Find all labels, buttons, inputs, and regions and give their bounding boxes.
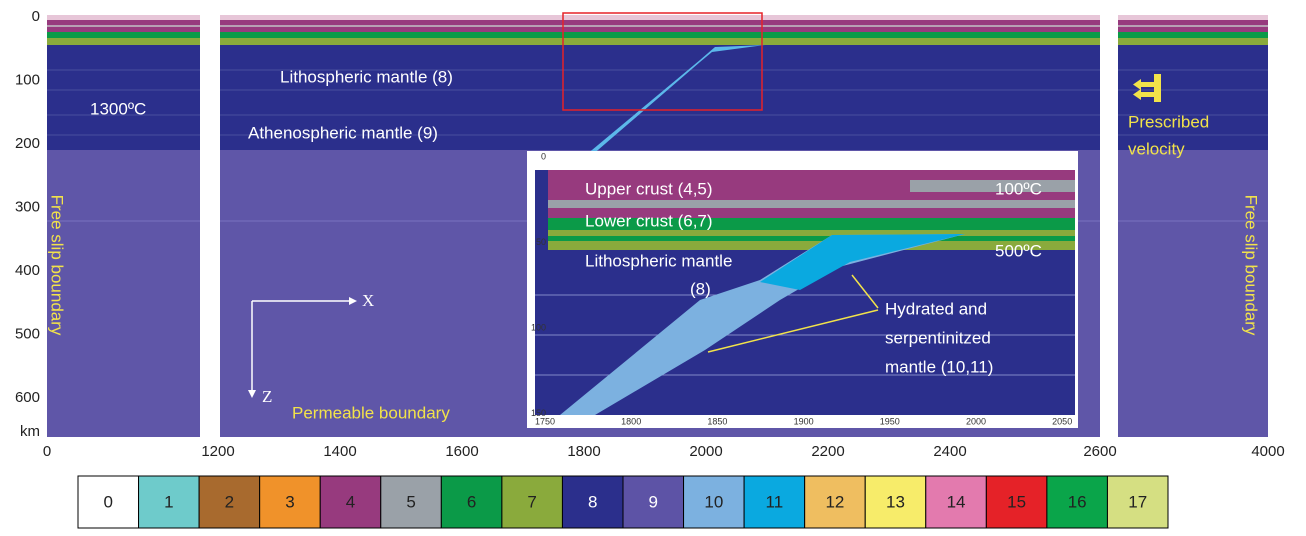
inset-x-tick-label: 2050	[1052, 416, 1072, 426]
label: velocity	[1128, 139, 1185, 158]
legend-label: 8	[588, 492, 597, 511]
y-axis-unit: km	[20, 423, 40, 440]
x-tick-label: 0	[43, 443, 51, 460]
label: Free slip boundary	[48, 195, 67, 336]
label: Lower crust (6,7)	[585, 211, 713, 230]
layer	[220, 38, 1100, 45]
x-tick-label: 1400	[323, 443, 356, 460]
axis-label: Z	[262, 387, 272, 406]
layer	[47, 15, 200, 20]
layer	[1118, 38, 1268, 45]
inset-y-tick-label: 150	[531, 408, 546, 418]
x-tick-label: 2600	[1083, 443, 1116, 460]
layer	[47, 25, 200, 27]
legend-label: 2	[225, 492, 234, 511]
legend-label: 12	[825, 492, 844, 511]
layer	[1118, 25, 1268, 27]
label: Free slip boundary	[1242, 195, 1261, 336]
layer	[220, 32, 1100, 38]
layer	[1118, 15, 1268, 20]
panel	[47, 15, 200, 437]
layer	[1118, 32, 1268, 38]
y-tick-label: 100	[15, 71, 40, 88]
layer	[47, 45, 200, 150]
legend-label: 15	[1007, 492, 1026, 511]
legend-label: 9	[649, 492, 658, 511]
legend-label: 1	[164, 492, 173, 511]
axis-label: X	[362, 291, 374, 310]
layer	[47, 38, 200, 45]
y-tick-label: 300	[15, 198, 40, 215]
label: Athenospheric mantle (9)	[248, 123, 438, 142]
inset-x-tick-label: 1750	[535, 416, 555, 426]
x-tick-label: 2400	[933, 443, 966, 460]
x-tick-label: 1200	[201, 443, 234, 460]
legend-label: 0	[104, 492, 113, 511]
inset-x-tick-label: 1900	[794, 416, 814, 426]
y-tick-label: 0	[32, 8, 40, 25]
label: serpentinitzed	[885, 328, 991, 347]
legend-label: 7	[527, 492, 536, 511]
figure: Lithospheric mantle (8) Athenospheric ma…	[0, 0, 1306, 536]
x-tick-label: 1800	[567, 443, 600, 460]
label: 1300ºC	[90, 99, 146, 118]
inset-x-tick-label: 2000	[966, 416, 986, 426]
layer	[47, 32, 200, 38]
layer	[220, 25, 1100, 27]
legend-label: 6	[467, 492, 476, 511]
y-tick-label: 400	[15, 262, 40, 279]
legend-label: 5	[406, 492, 415, 511]
inset-x-tick-label: 1800	[621, 416, 641, 426]
label: 500ºC	[995, 241, 1042, 260]
legend-label: 3	[285, 492, 294, 511]
layer	[220, 15, 1100, 20]
inset-y-tick-label: 0	[541, 151, 546, 161]
x-tick-label: 1600	[445, 443, 478, 460]
legend-label: 4	[346, 492, 355, 511]
label: 100ºC	[995, 179, 1042, 198]
inset-x-tick-label: 1950	[880, 416, 900, 426]
x-tick-label: 2200	[811, 443, 844, 460]
inset-x-tick-label: 1850	[707, 416, 727, 426]
legend-label: 10	[704, 492, 723, 511]
label: Lithospheric mantle (8)	[280, 67, 453, 86]
legend-label: 13	[886, 492, 905, 511]
x-tick-label: 4000	[1251, 443, 1284, 460]
y-tick-label: 600	[15, 389, 40, 406]
legend-label: 17	[1128, 492, 1147, 511]
label: (8)	[690, 279, 711, 298]
legend-label: 11	[766, 492, 784, 511]
label: mantle (10,11)	[885, 357, 993, 376]
label: Prescribed	[1128, 112, 1209, 131]
legend-label: 16	[1068, 492, 1087, 511]
label: Hydrated and	[885, 299, 987, 318]
legend-label: 14	[947, 492, 966, 511]
label: Lithospheric mantle	[585, 251, 732, 270]
y-tick-label: 200	[15, 135, 40, 152]
label: Permeable boundary	[292, 403, 450, 422]
x-tick-label: 2000	[689, 443, 722, 460]
inset-y-tick-label: 100	[531, 322, 546, 332]
y-tick-label: 500	[15, 325, 40, 342]
inset-y-tick-label: 50	[536, 237, 546, 247]
label: Upper crust (4,5)	[585, 179, 713, 198]
